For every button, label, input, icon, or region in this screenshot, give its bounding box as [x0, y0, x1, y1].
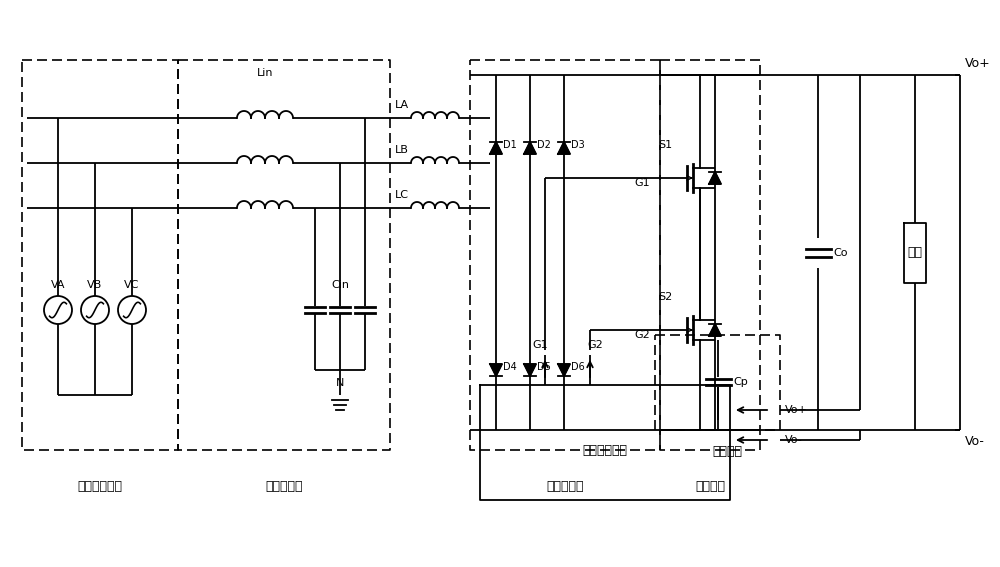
Text: VC: VC [124, 280, 140, 290]
Text: Vo-: Vo- [785, 435, 803, 445]
Polygon shape [709, 172, 721, 184]
Text: 输入滤波器: 输入滤波器 [265, 480, 303, 493]
Text: VA: VA [51, 280, 65, 290]
Text: 谐振电容: 谐振电容 [712, 445, 742, 458]
Polygon shape [490, 142, 502, 154]
Polygon shape [490, 364, 502, 376]
Text: Cin: Cin [331, 280, 349, 290]
Text: 负载: 负载 [908, 246, 922, 259]
Text: D3: D3 [571, 140, 585, 150]
Text: Vo+: Vo+ [965, 57, 991, 70]
Text: Cp: Cp [733, 377, 748, 387]
Polygon shape [709, 324, 721, 336]
Text: 三相整流桥: 三相整流桥 [546, 480, 584, 493]
Text: N: N [336, 378, 344, 388]
Polygon shape [558, 364, 570, 376]
Text: LA: LA [395, 100, 409, 110]
Text: G1: G1 [634, 178, 650, 188]
Polygon shape [524, 142, 536, 154]
Text: S1: S1 [658, 140, 672, 150]
Text: D4: D4 [503, 362, 517, 372]
Text: S2: S2 [658, 292, 672, 302]
Polygon shape [524, 364, 536, 376]
Text: D5: D5 [537, 362, 551, 372]
Text: 开关组件: 开关组件 [695, 480, 725, 493]
Text: LB: LB [395, 145, 409, 155]
Text: 变频控制电路: 变频控制电路 [582, 443, 628, 456]
Text: D1: D1 [503, 140, 517, 150]
Polygon shape [558, 142, 570, 154]
Text: G2: G2 [587, 340, 603, 350]
Text: Lin: Lin [257, 68, 273, 78]
Text: G1: G1 [532, 340, 548, 350]
Text: Vo-: Vo- [965, 435, 985, 448]
Text: LC: LC [395, 190, 409, 200]
Text: Co: Co [833, 248, 848, 257]
Text: G2: G2 [634, 330, 650, 340]
Text: D2: D2 [537, 140, 551, 150]
Text: 三相交流输入: 三相交流输入 [78, 480, 122, 493]
Text: VB: VB [87, 280, 103, 290]
Text: D6: D6 [571, 362, 585, 372]
Text: Vo+: Vo+ [785, 405, 808, 415]
